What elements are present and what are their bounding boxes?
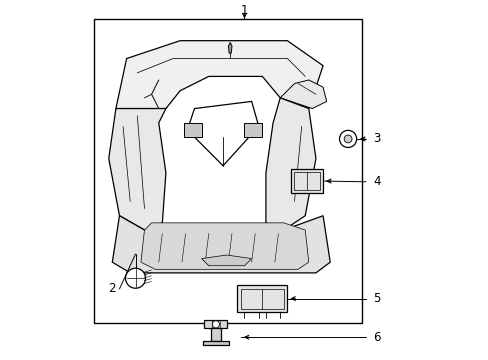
Text: 3: 3 bbox=[372, 132, 380, 145]
Circle shape bbox=[344, 135, 351, 143]
Polygon shape bbox=[116, 41, 323, 109]
Polygon shape bbox=[108, 109, 165, 230]
Bar bbox=[241, 289, 283, 309]
Polygon shape bbox=[228, 42, 231, 53]
Bar bbox=[237, 285, 287, 312]
Circle shape bbox=[251, 125, 262, 135]
Polygon shape bbox=[183, 123, 201, 137]
Text: 1: 1 bbox=[240, 4, 248, 17]
Text: 4: 4 bbox=[372, 175, 380, 188]
Circle shape bbox=[125, 268, 145, 288]
Polygon shape bbox=[112, 216, 329, 273]
Circle shape bbox=[212, 321, 219, 328]
Text: 2: 2 bbox=[108, 283, 116, 296]
Bar bbox=[290, 169, 323, 193]
Bar bbox=[210, 328, 221, 341]
Circle shape bbox=[339, 130, 356, 148]
Text: 6: 6 bbox=[372, 331, 380, 344]
Text: 5: 5 bbox=[372, 292, 380, 305]
Bar bbox=[203, 341, 228, 345]
Polygon shape bbox=[280, 80, 326, 109]
Polygon shape bbox=[141, 223, 308, 269]
Bar bbox=[94, 19, 362, 323]
Polygon shape bbox=[265, 98, 315, 230]
Bar bbox=[204, 320, 227, 328]
Polygon shape bbox=[244, 123, 262, 137]
Polygon shape bbox=[201, 255, 251, 266]
Bar bbox=[293, 172, 320, 190]
Circle shape bbox=[187, 125, 198, 135]
